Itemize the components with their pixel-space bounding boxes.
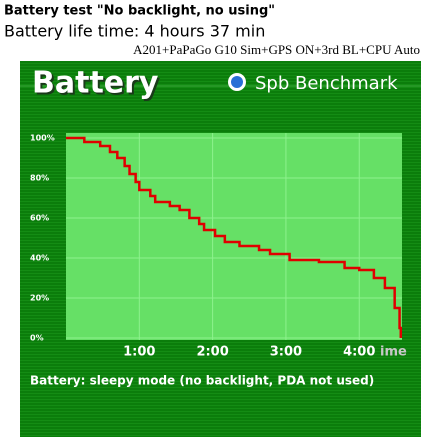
x-axis-label: ime <box>380 345 407 360</box>
battery-line <box>66 136 403 338</box>
y-tick-label: 60% <box>30 214 49 223</box>
y-tick-label: 40% <box>30 254 49 263</box>
caption: Battery: sleepy mode (no backlight, PDA … <box>30 374 374 388</box>
x-tick-label: 4:00 <box>343 345 375 360</box>
x-tick-label: 1:00 <box>123 345 155 360</box>
x-tick-label: 2:00 <box>196 345 228 360</box>
chart-title: Battery <box>32 66 159 101</box>
device-note: A201+PaPaGo G10 Sim+GPS ON+3rd BL+CPU Au… <box>133 42 420 57</box>
brand-icon <box>231 76 243 88</box>
y-tick-label: 0% <box>30 334 44 343</box>
plot-area <box>66 133 402 340</box>
y-tick-label: 80% <box>30 174 49 183</box>
brand: Spb Benchmark <box>255 73 398 94</box>
y-tick-label: 20% <box>30 294 49 303</box>
y-tick-label: 100% <box>30 134 55 143</box>
chart-title-shadow: Battery <box>34 68 161 103</box>
heading: Battery test "No backlight, no using" <box>4 4 275 19</box>
subtitle: Battery life time: 4 hours 37 min <box>4 22 265 41</box>
plot: 0% 20% 40% 60% 80% 100% 1:00 2:00 3:00 4:00 ime <box>30 133 407 360</box>
x-tick-label: 3:00 <box>270 345 302 360</box>
